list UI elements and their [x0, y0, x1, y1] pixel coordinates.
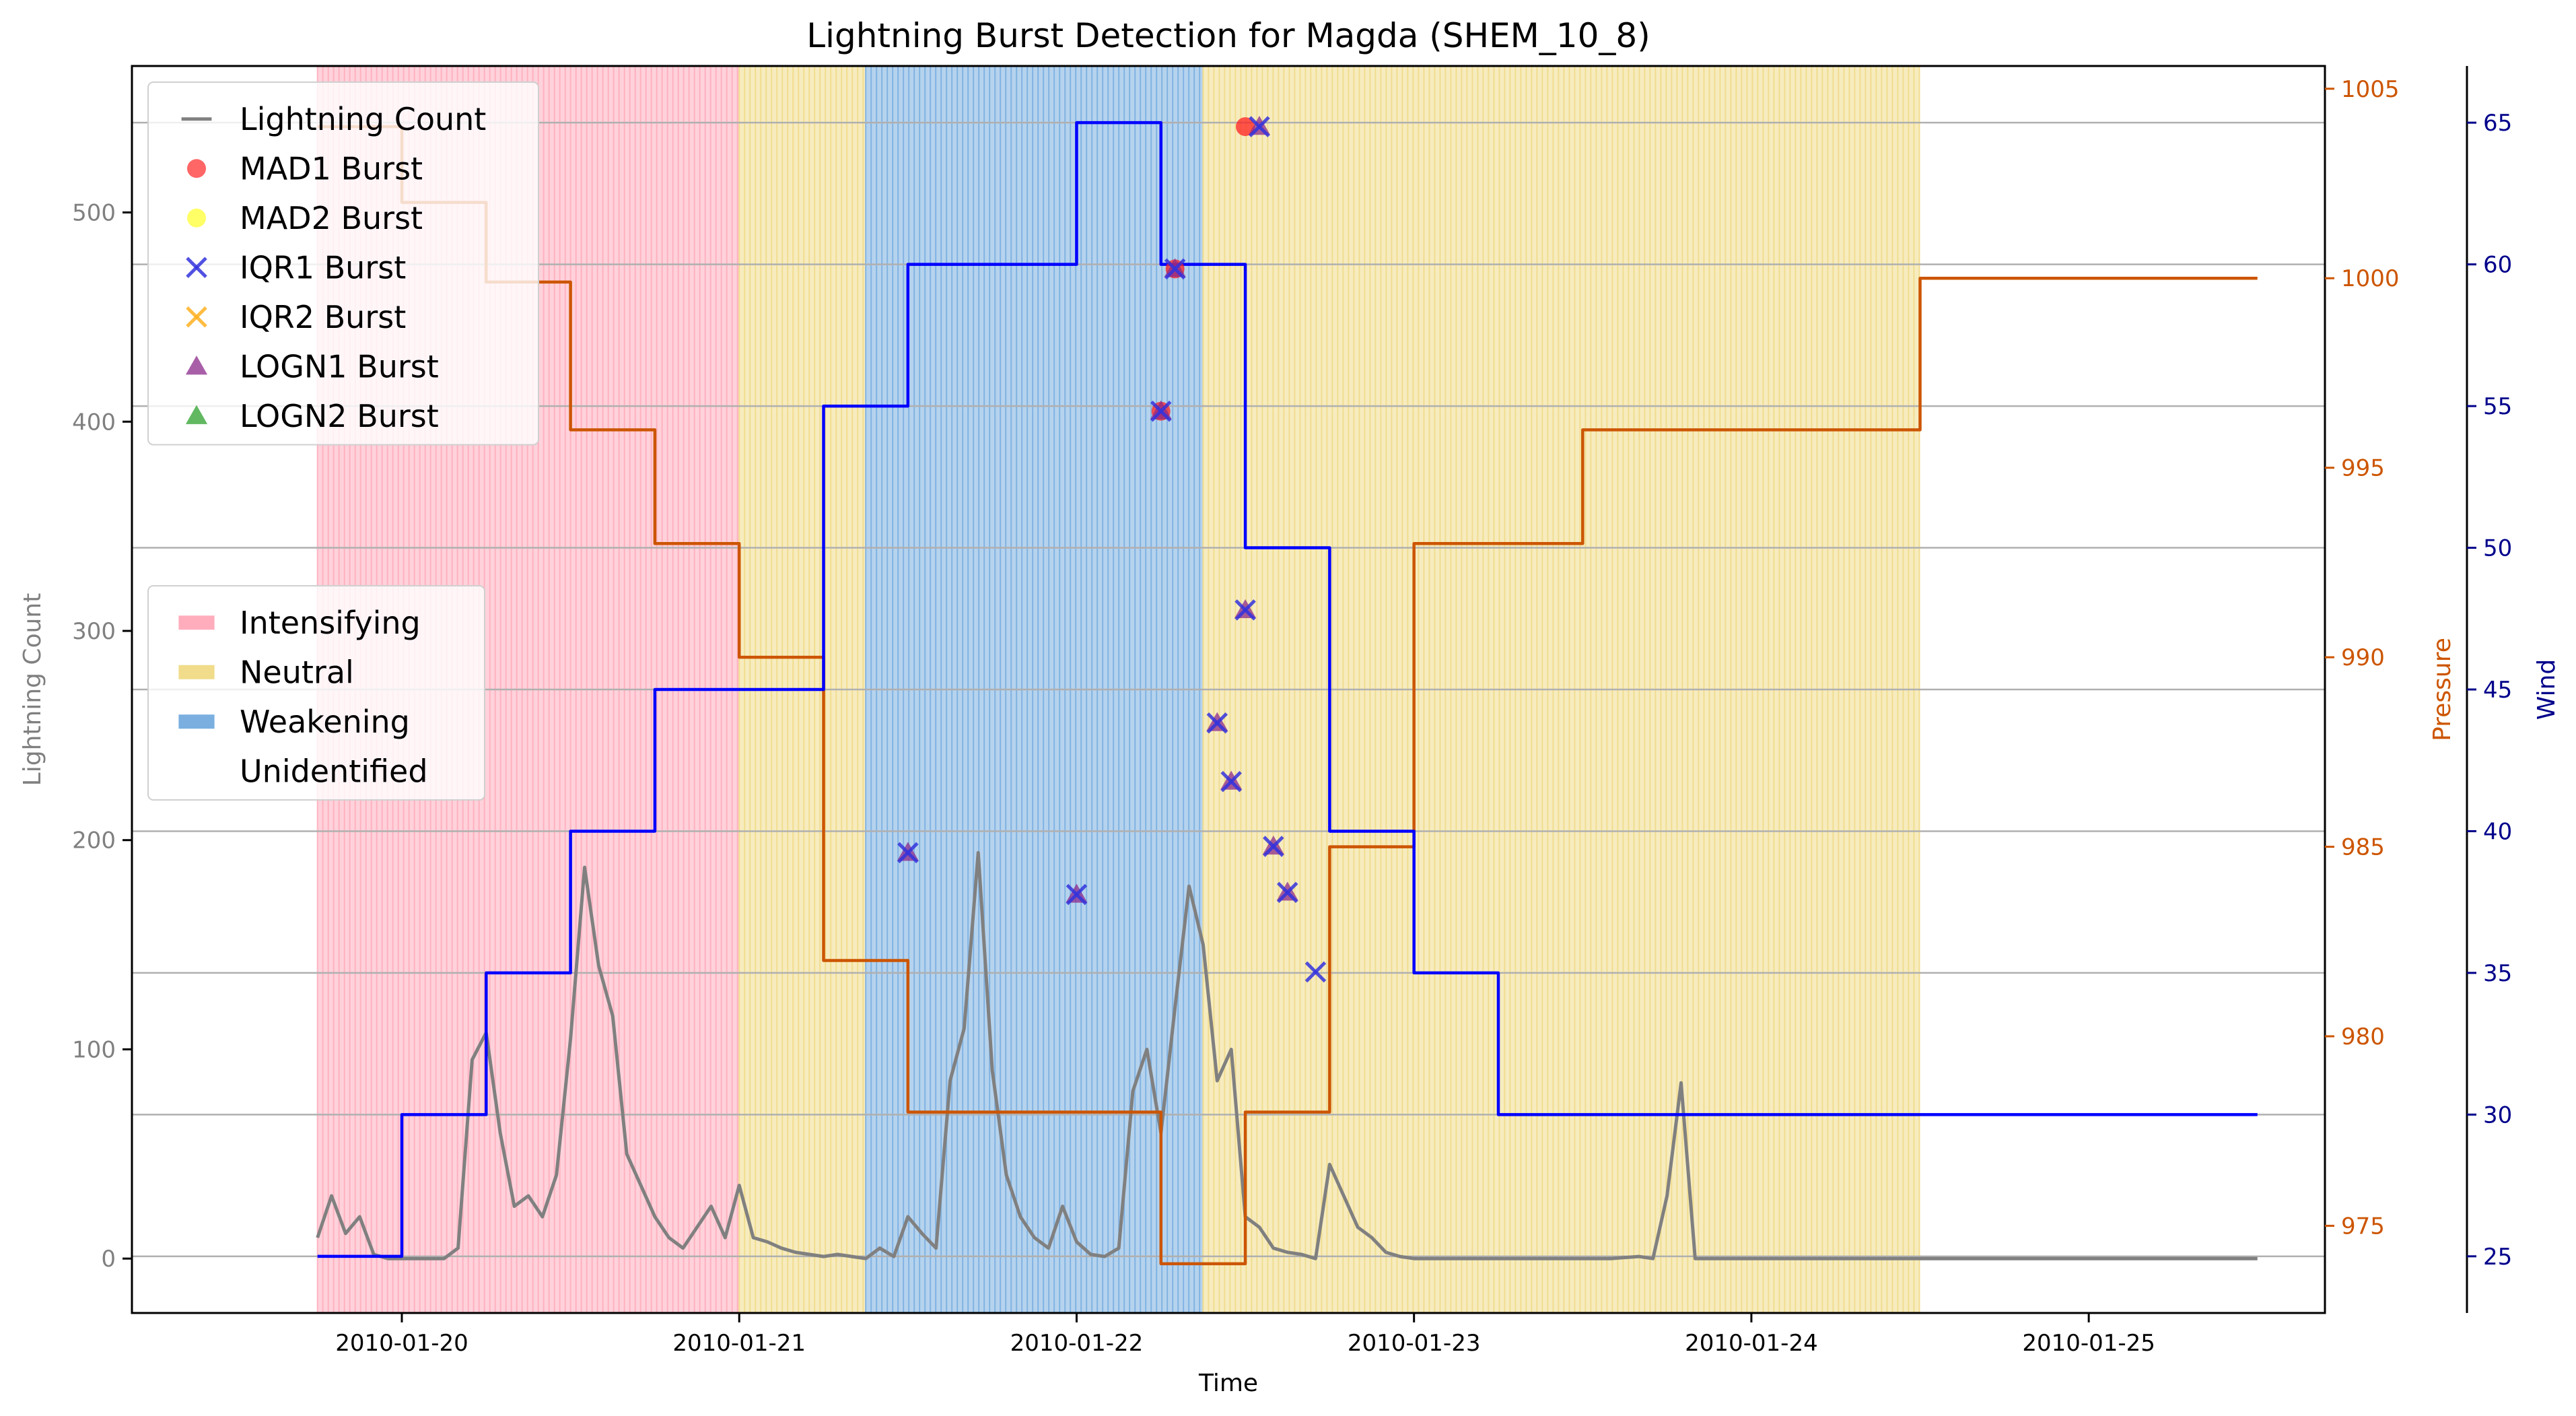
iqr1-burst-marker-3: [1164, 258, 1186, 280]
wind-tick-label-1: 30: [2483, 1102, 2512, 1128]
iqr1-burst-marker-7: [1249, 116, 1270, 137]
legend-swatch-mad2-burst: [187, 208, 206, 228]
burst-markers: [897, 116, 1327, 983]
legend-label-unidentified: Unidentified: [240, 753, 428, 789]
iqr1-burst-marker-4: [1206, 712, 1228, 734]
wind-tick-label-7: 60: [2483, 252, 2512, 279]
mad1-burst-marker-2: [1236, 117, 1255, 137]
legend-swatch-iqr1-burst: [186, 257, 207, 279]
pressure-tick-label-5: 1000: [2341, 265, 2400, 292]
wind-tick-label-5: 50: [2483, 535, 2512, 562]
iqr1-burst-marker-2: [1150, 400, 1172, 422]
g-legend1-box: [147, 81, 539, 446]
pressure-tick-label-4: 995: [2341, 455, 2385, 482]
legend-swatch-logn2-burst: [185, 405, 208, 424]
wind-tick-label-6: 55: [2483, 393, 2512, 420]
iqr1-burst-marker-1: [1066, 883, 1088, 906]
legend-swatch-mad1-burst: [187, 159, 206, 178]
plot-frame: [131, 65, 2326, 1314]
series-lines: [316, 121, 2258, 1266]
x-axis-label: Time: [1198, 1370, 1258, 1397]
wind-tick-label-4: 45: [2483, 677, 2512, 704]
legend-label-weakening: Weakening: [240, 704, 410, 740]
legend-label-logn1-burst: LOGN1 Burst: [240, 348, 439, 384]
legend-swatch-unidentified: [178, 764, 215, 778]
left-tick-label-3: 300: [72, 618, 116, 645]
pressure-tick-label-3: 990: [2341, 644, 2385, 671]
legend-label-logn2-burst: LOGN2 Burst: [240, 398, 439, 434]
series-lightning-count: [316, 850, 2258, 1260]
chart-title: Lightning Burst Detection for Magda (SHE…: [806, 16, 1650, 55]
legend-swatch-intensifying: [178, 615, 215, 630]
wind-tick-label-2: 35: [2483, 960, 2512, 987]
pressure-tick-label-0: 975: [2341, 1213, 2385, 1240]
left-tick-label-1: 100: [72, 1036, 116, 1063]
legend-label-neutral: Neutral: [240, 654, 354, 690]
wind-tick-label-3: 40: [2483, 818, 2512, 845]
iqr1-burst-marker-6: [1234, 599, 1256, 621]
series-pressure: [317, 125, 2258, 1266]
left-tick-label-5: 500: [72, 200, 116, 227]
legend-label-mad1-burst: MAD1 Burst: [240, 150, 423, 187]
x-tick-label-5: 2010-01-25: [2022, 1330, 2155, 1357]
left-tick-label-0: 0: [101, 1246, 116, 1273]
y-axis-label-wind: Wind: [2533, 659, 2561, 720]
x-tick-label-0: 2010-01-20: [335, 1330, 468, 1357]
left-tick-label-4: 400: [72, 409, 116, 436]
axes: 2010-01-20 2010-01-21 2010-01-22 2010-01-23…: [72, 66, 2512, 1357]
wind-tick-label-0: 25: [2483, 1244, 2512, 1271]
x-tick-label-1: 2010-01-21: [672, 1330, 806, 1357]
y-axis-label-pressure: Pressure: [2429, 638, 2456, 741]
pressure-tick-label-1: 980: [2341, 1023, 2385, 1050]
series-wind: [317, 121, 2258, 1258]
legend-swatch-neutral: [178, 665, 215, 679]
g-legend2-box: [147, 585, 485, 801]
legend-label-iqr2-burst: IQR2 Burst: [240, 299, 406, 335]
x-tick-label-3: 2010-01-23: [1348, 1330, 1481, 1357]
left-tick-label-2: 200: [72, 828, 116, 854]
iqr1-burst-marker-5: [1220, 770, 1242, 793]
pressure-tick-label-2: 985: [2341, 834, 2385, 861]
x-tick-label-4: 2010-01-24: [1685, 1330, 1818, 1357]
legend-label-iqr1-burst: IQR1 Burst: [240, 249, 406, 285]
legend-series: Lightning Count MAD1 Burst MAD2 Burst IQR1 …: [147, 81, 539, 446]
iqr1-burst-marker-8: [1263, 836, 1284, 857]
wind-tick-label-8: 65: [2483, 110, 2512, 137]
iqr1-burst-marker-9: [1276, 881, 1298, 904]
legend-label-mad2-burst: MAD2 Burst: [240, 200, 423, 236]
legend-swatch-weakening: [178, 714, 215, 729]
legend-label-intensifying: Intensifying: [240, 605, 421, 641]
iqr1-burst-marker-0: [897, 842, 919, 864]
legend-swatch-logn1-burst: [185, 356, 208, 375]
y-axis-label-lightning: Lightning Count: [19, 593, 46, 786]
iqr1-burst-marker-10: [1304, 961, 1327, 983]
legend-regimes: Intensifying Neutral Weakening Unidentified: [147, 585, 485, 801]
pressure-tick-label-6: 1005: [2341, 76, 2400, 103]
legend-label-lightning-count: Lightning Count: [240, 101, 486, 137]
legend-swatch-iqr2-burst: [186, 306, 207, 328]
x-tick-label-2: 2010-01-22: [1010, 1330, 1144, 1357]
